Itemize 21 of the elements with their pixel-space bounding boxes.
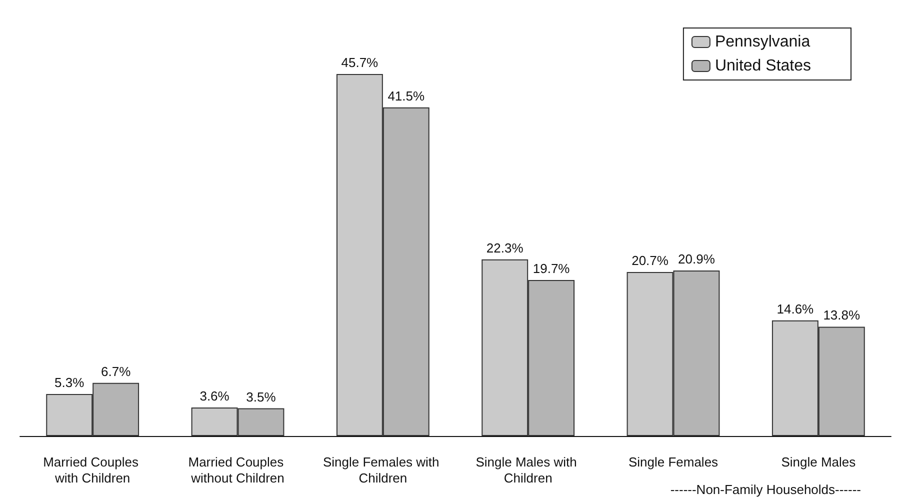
data-label: 22.3%: [486, 240, 524, 256]
legend-label: United States: [714, 58, 812, 74]
data-label: 14.6%: [776, 301, 814, 316]
data-label: 41.5%: [388, 88, 426, 104]
x-tick-label: Single Males with Children: [476, 454, 580, 486]
x-tick-label: Single Females with Children: [322, 454, 443, 486]
data-label: 5.3%: [54, 375, 85, 390]
data-label: 45.7%: [341, 55, 379, 70]
legend-label: Pennsylvania: [714, 34, 810, 50]
data-label: 13.8%: [823, 308, 861, 323]
data-label: 3.6%: [200, 388, 230, 404]
x-tick-label: Married Couples without Children: [188, 454, 288, 486]
x-tick-label: Married Couples with Children: [43, 454, 142, 486]
text: ------Non-Family Households------: [670, 482, 861, 497]
data-label: 20.7%: [632, 253, 669, 268]
data-label: 20.9%: [678, 251, 716, 266]
data-label: 3.5%: [246, 389, 276, 404]
x-tick-label: Single Females: [628, 454, 719, 470]
data-label: 6.7%: [100, 364, 132, 379]
x-tick-label: Single Males: [781, 454, 856, 470]
data-label: 19.7%: [532, 260, 570, 276]
